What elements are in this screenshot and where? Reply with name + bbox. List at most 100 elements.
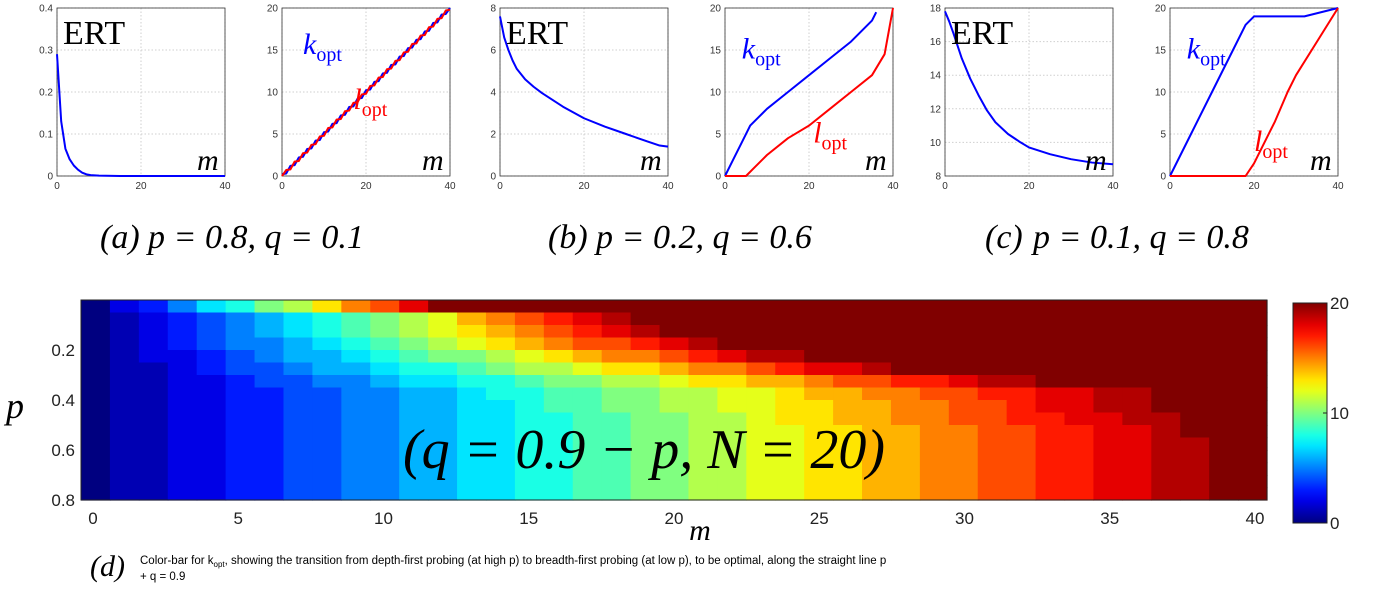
heatmap-cell	[601, 312, 632, 326]
heatmap-cell	[804, 387, 834, 401]
heatmap-cell	[890, 400, 921, 414]
heatmap-cell	[1035, 387, 1066, 401]
heatmap-cell	[717, 387, 747, 401]
heatmap-cell	[717, 462, 747, 476]
heatmap-cell	[1064, 300, 1095, 314]
y-tick-label: 12	[930, 104, 942, 115]
heatmap-cell	[572, 362, 603, 376]
heatmap-cell	[283, 312, 314, 326]
plot-c_ert: 0 20 40 8 10 12 14 16 18 ERT m	[930, 4, 1119, 193]
heatmap-cell	[1093, 362, 1123, 376]
heatmap-cell	[948, 325, 979, 339]
heatmap-cell	[138, 387, 169, 401]
series-label-k_opt: kopt	[303, 28, 342, 66]
heatmap-cell	[457, 487, 487, 501]
heatmap-cell	[167, 462, 198, 476]
heatmap-cell	[1006, 450, 1037, 464]
heatmap-cell	[457, 312, 487, 326]
heatmap-cell	[543, 300, 574, 314]
heatmap-cell	[167, 375, 198, 389]
heatmap-cell	[1006, 437, 1037, 451]
heatmap-cell	[428, 375, 458, 389]
heatmap-cell	[485, 375, 516, 389]
plot-a_opt: 0 20 40 0 5 10 15 20 kopt lopt m	[267, 4, 456, 193]
x-tick-label: 0	[1167, 181, 1173, 192]
heatmap-cell	[312, 387, 342, 401]
x-axis-label: m	[865, 144, 887, 177]
heatmap-cell	[1122, 425, 1152, 439]
heatmap-y-tick-label: 0.8	[51, 491, 75, 510]
heatmap-cell	[167, 350, 198, 364]
heatmap-cell	[688, 300, 718, 314]
heatmap-cell	[688, 487, 718, 501]
heatmap-cell	[746, 312, 776, 326]
heatmap-cell	[457, 350, 487, 364]
heatmap-cell	[919, 425, 950, 439]
heatmap-cell	[862, 412, 892, 426]
heatmap-cell	[138, 412, 169, 426]
heatmap-cell	[601, 362, 632, 376]
heatmap-cell	[138, 450, 169, 464]
heatmap-cell	[312, 300, 342, 314]
x-tick-label: 0	[722, 181, 728, 192]
heatmap-cell	[919, 325, 950, 339]
heatmap-cell	[457, 337, 487, 351]
y-tick-label: 20	[1155, 4, 1167, 15]
heatmap-cell	[312, 487, 342, 501]
heatmap-cell	[1006, 300, 1037, 314]
heatmap-cell	[485, 425, 516, 439]
heatmap-cell	[804, 337, 834, 351]
heatmap-cell	[457, 387, 487, 401]
heatmap-cell	[457, 362, 487, 376]
x-axis-label: m	[197, 144, 219, 177]
y-tick-label: 10	[267, 88, 279, 99]
heatmap-cell	[167, 387, 198, 401]
heatmap-cell	[254, 350, 285, 364]
heatmap-cell	[572, 387, 603, 401]
heatmap-cell	[601, 462, 632, 476]
y-tick-label: 15	[267, 46, 279, 57]
heatmap-cell	[370, 300, 400, 314]
heatmap-x-label: m	[689, 514, 711, 547]
heatmap-cell	[138, 350, 169, 364]
heatmap-cell	[457, 462, 487, 476]
plot-frame	[499, 7, 669, 177]
caption-d-line2: + q = 0.9	[140, 571, 185, 583]
heatmap-cell	[254, 487, 285, 501]
heatmap-cell	[833, 375, 863, 389]
heatmap-cell	[659, 462, 690, 476]
heatmap-cell	[457, 375, 487, 389]
heatmap-cell	[1035, 350, 1066, 364]
heatmap-cell	[804, 312, 834, 326]
heatmap-cell	[370, 475, 400, 489]
heatmap-cell	[138, 487, 169, 501]
y-tick-label: 10	[930, 138, 942, 149]
x-tick-label: 20	[135, 181, 147, 192]
heatmap-cell	[1238, 487, 1268, 501]
x-axis-label: m	[422, 144, 444, 177]
heatmap-cell	[370, 325, 400, 339]
heatmap-cell	[977, 387, 1008, 401]
heatmap-cell	[862, 325, 892, 339]
y-tick-label: 0	[1160, 172, 1166, 183]
x-tick-label: 20	[803, 181, 815, 192]
heatmap-cell	[312, 350, 342, 364]
heatmap-cell	[833, 300, 863, 314]
heatmap-cell	[341, 437, 371, 451]
heatmap-cell	[659, 325, 690, 339]
heatmap-cell	[167, 487, 198, 501]
heatmap-cell	[428, 487, 458, 501]
heatmap-cell	[81, 487, 111, 501]
heatmap-cell	[572, 487, 603, 501]
heatmap-cell	[919, 312, 950, 326]
heatmap-cell	[890, 350, 921, 364]
heatmap-cell	[1180, 400, 1210, 414]
x-tick-label: 40	[887, 181, 899, 192]
heatmap-cell	[890, 437, 921, 451]
heatmap-cell	[370, 425, 400, 439]
heatmap-cell	[1006, 387, 1037, 401]
heatmap-cell	[283, 375, 314, 389]
heatmap-cell	[862, 450, 892, 464]
heatmap-cell	[543, 337, 574, 351]
heatmap-cell	[833, 475, 863, 489]
